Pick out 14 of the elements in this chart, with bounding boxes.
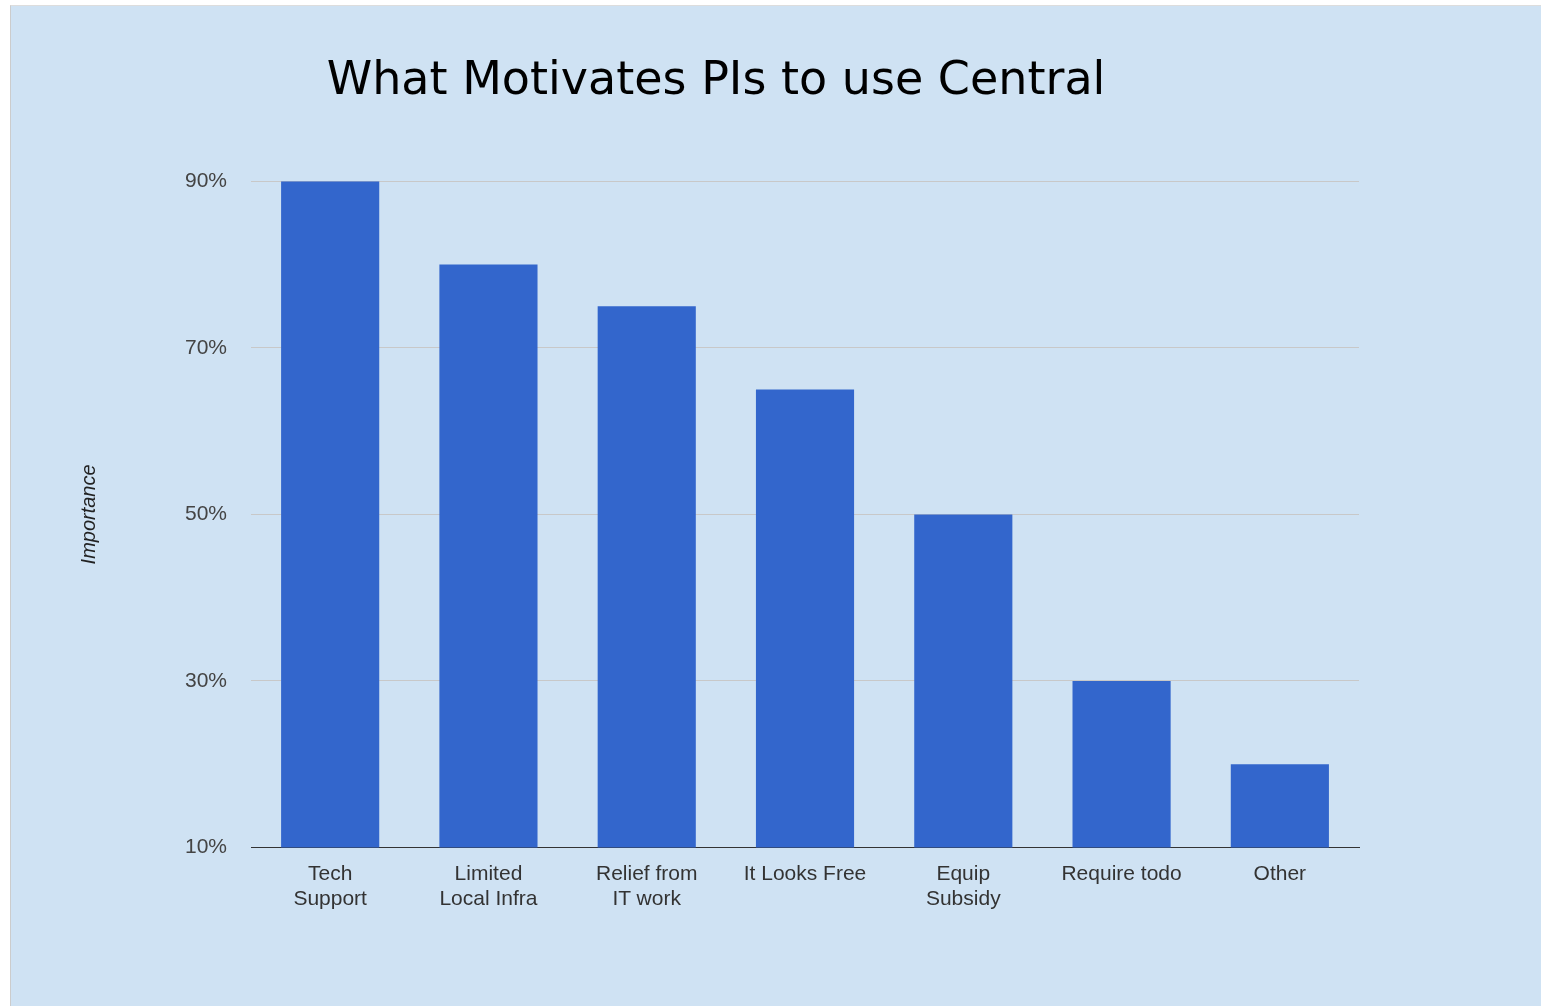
chart-title: What Motivates PIs to use Central [326,50,1106,105]
x-tick-label: It Looks Free [743,861,867,884]
y-axis-title: Importance [76,464,99,565]
y-tick-label: 90% [185,168,228,191]
x-tick-label: Other [1253,861,1307,884]
x-tick-label: Limited Local Infra [439,861,538,910]
y-tick-label: 10% [185,834,228,858]
x-tick-label: Tech Support [293,861,368,910]
x-tick-label: Relief from IT work [595,861,698,910]
y-tick-label: 50% [185,501,228,525]
x-tick-label: Equip Subsidy [925,861,1002,910]
y-tick-label: 30% [185,667,228,691]
x-tick-label: Require todo [1061,861,1182,884]
y-tick-label: 70% [185,334,228,358]
